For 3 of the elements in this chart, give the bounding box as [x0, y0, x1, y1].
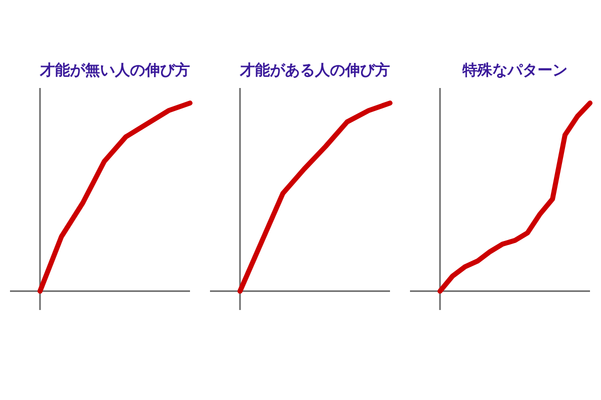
chart-title: 特殊なパターン [462, 60, 568, 79]
chart-title: 才能が無い人の伸び方 [39, 60, 190, 79]
chart-title: 才能がある人の伸び方 [239, 60, 390, 79]
